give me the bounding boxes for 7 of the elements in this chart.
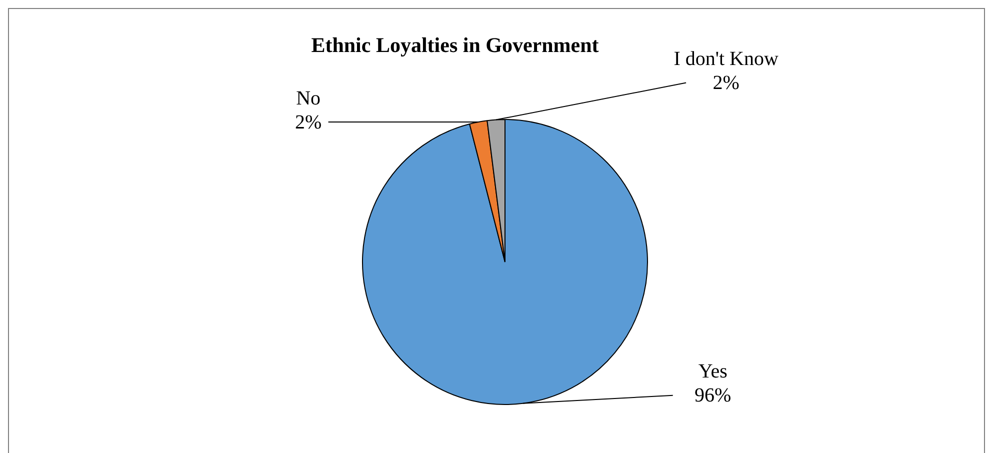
chart-title: Ethnic Loyalties in Government	[311, 33, 599, 57]
data-label: 2%	[712, 72, 740, 94]
data-label: 96%	[694, 384, 732, 407]
slice-label: I don't Know	[674, 48, 779, 70]
slice-label: Yes	[698, 360, 728, 383]
data-label: 2%	[294, 111, 322, 134]
slice-label: No	[296, 87, 321, 110]
